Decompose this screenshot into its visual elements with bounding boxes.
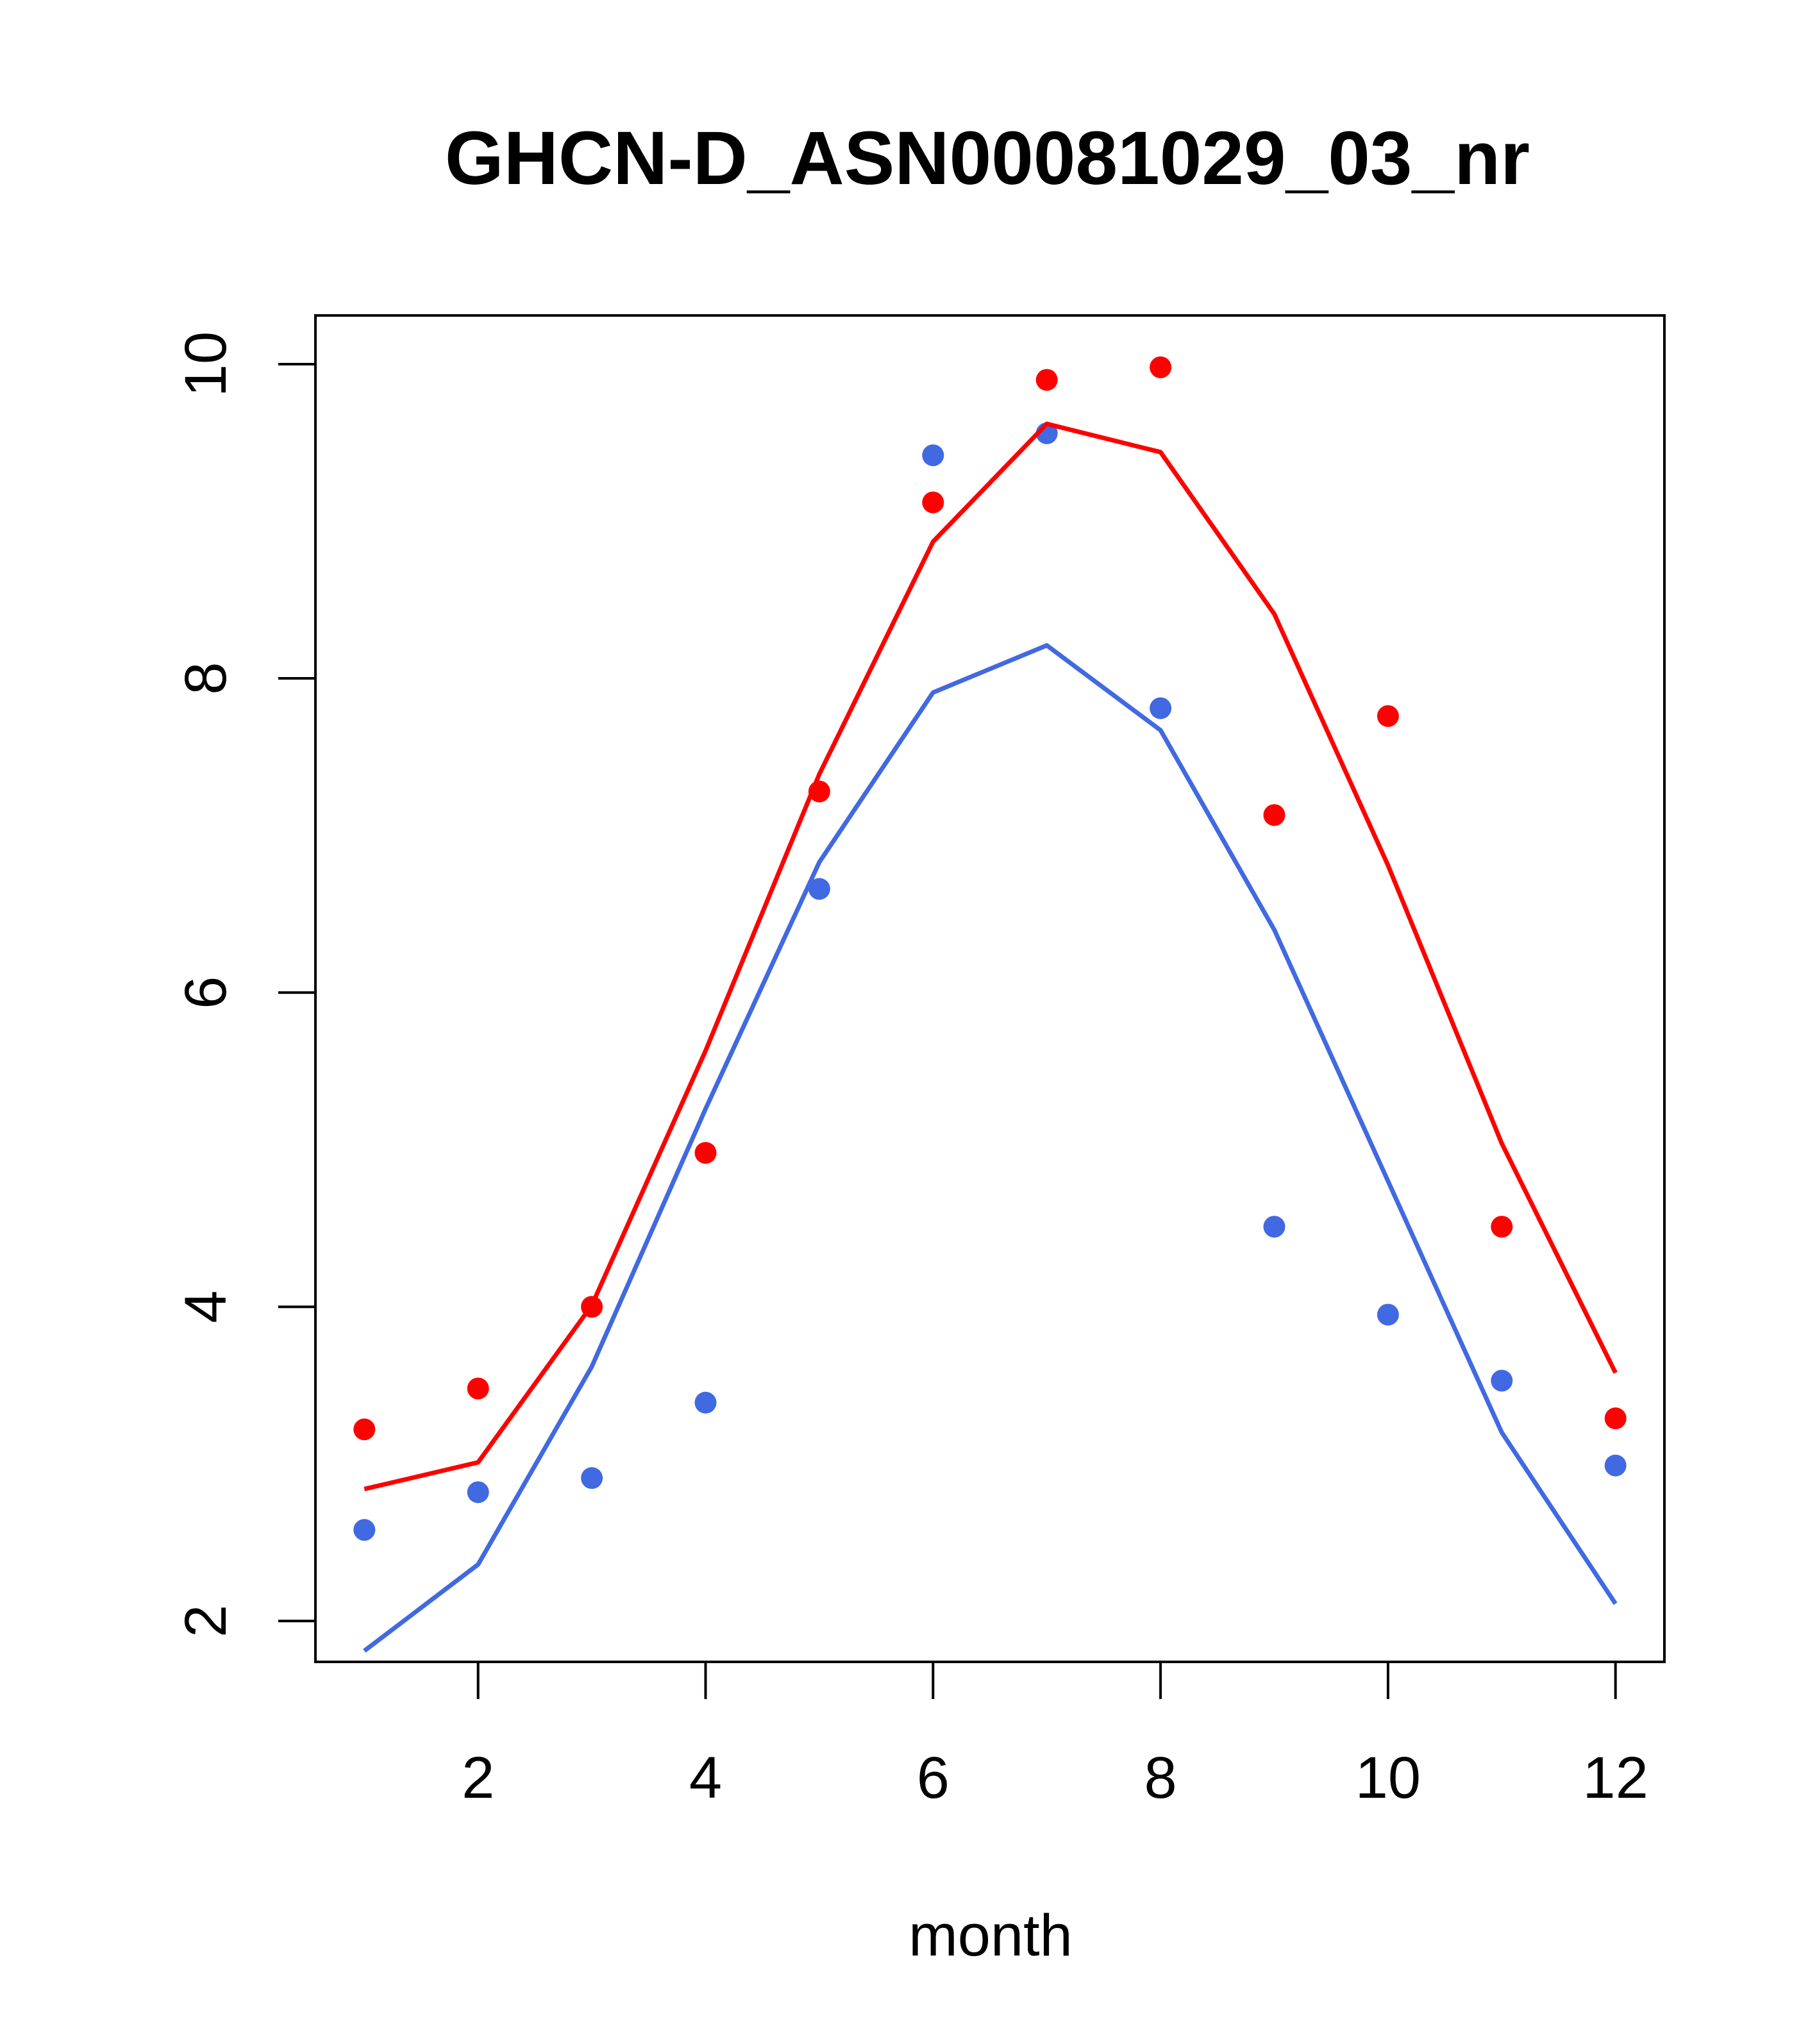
x-tick-label: 6 <box>917 1745 950 1811</box>
data-point <box>1491 1370 1513 1392</box>
data-point <box>808 878 830 900</box>
x-tick-label: 2 <box>462 1745 494 1811</box>
x-axis: 2 4 6 8 10 12 <box>462 1661 1648 1811</box>
y-tick-label: 2 <box>173 1605 239 1638</box>
data-point <box>1491 1216 1513 1238</box>
series-line <box>363 643 1618 1653</box>
data-point <box>467 1377 489 1400</box>
x-tick-label: 4 <box>689 1745 722 1811</box>
data-point <box>1150 697 1172 719</box>
chart-title: GHCN-D_ASN00081029_03_nr <box>445 116 1530 201</box>
data-point <box>1150 356 1172 378</box>
data-point <box>353 1418 376 1441</box>
data-point <box>1263 804 1285 826</box>
data-point <box>694 1391 717 1414</box>
x-tick-label: 12 <box>1583 1745 1648 1811</box>
y-tick-label: 8 <box>173 662 239 694</box>
data-point <box>1377 1303 1399 1326</box>
data-point <box>467 1481 489 1504</box>
y-tick-label: 6 <box>173 976 239 1009</box>
data-point <box>694 1142 717 1164</box>
series-layer <box>353 356 1627 1653</box>
data-point <box>1604 1454 1627 1477</box>
x-axis-label: month <box>908 1903 1073 1968</box>
data-point <box>1263 1216 1285 1238</box>
y-axis: 2 4 6 8 10 <box>173 331 317 1638</box>
data-point <box>1377 705 1399 727</box>
plot-frame <box>314 314 1666 1663</box>
y-tick-label: 10 <box>173 331 239 397</box>
x-tick-label: 10 <box>1355 1745 1421 1811</box>
data-point <box>1035 369 1058 391</box>
data-point <box>581 1467 603 1489</box>
x-tick-label: 8 <box>1144 1745 1177 1811</box>
data-point <box>1604 1407 1627 1430</box>
y-tick-label: 4 <box>173 1291 239 1323</box>
data-point <box>922 491 944 514</box>
data-point <box>922 444 944 467</box>
series-line <box>364 421 1618 1491</box>
data-point <box>353 1519 376 1541</box>
